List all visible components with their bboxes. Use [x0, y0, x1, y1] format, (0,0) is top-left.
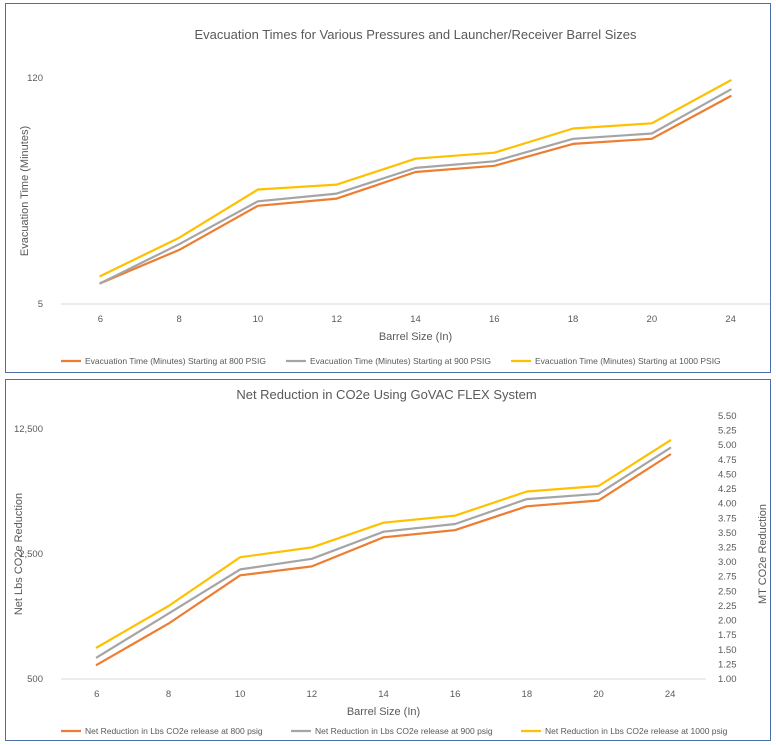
y2-tick-label: 4.00: [718, 499, 737, 510]
legend-entry-1: Net Reduction in Lbs CO2e release at 800…: [85, 726, 263, 736]
y2-tick-label: 2.75: [718, 572, 737, 583]
y2-tick-label: 4.50: [718, 469, 737, 480]
y2-tick-label: 4.75: [718, 455, 737, 466]
y2-tick-label: 2.25: [718, 601, 737, 612]
x-tick-label: 8: [166, 689, 171, 700]
legend-entry-3: Net Reduction in Lbs CO2e release at 100…: [545, 726, 728, 736]
x-tick-label: 24: [665, 689, 676, 700]
y2-tick-label: 3.25: [718, 543, 737, 554]
chart-title: Evacuation Times for Various Pressures a…: [195, 27, 637, 42]
x-tick-label: 20: [593, 689, 604, 700]
y2-tick-label: 3.50: [718, 528, 737, 539]
legend-entry-3: Evacuation Time (Minutes) Starting at 10…: [535, 356, 721, 366]
y-tick-label: 500: [27, 674, 43, 685]
series-line-2: [95, 446, 672, 659]
y-tick-label: 5: [38, 299, 43, 310]
series-line-2: [99, 88, 732, 285]
series-line-1: [99, 94, 732, 285]
x-tick-label: 14: [410, 314, 421, 325]
series-line-1: [95, 453, 672, 666]
y-tick-label: 2,500: [19, 549, 43, 560]
legend-entry-1: Evacuation Time (Minutes) Starting at 80…: [85, 356, 266, 366]
x-tick-label: 20: [647, 314, 658, 325]
x-tick-label: 10: [235, 689, 246, 700]
y2-axis-title: MT CO2e Reduction: [757, 504, 769, 604]
series-line-3: [99, 79, 732, 278]
x-tick-label: 12: [307, 689, 318, 700]
y2-tick-label: 5.50: [718, 411, 737, 422]
legend-entry-2: Net Reduction in Lbs CO2e release at 900…: [315, 726, 493, 736]
evacuation-time-chart: Evacuation Times for Various Pressures a…: [19, 27, 770, 366]
y2-tick-label: 5.00: [718, 440, 737, 451]
x-tick-label: 6: [94, 689, 99, 700]
y2-tick-label: 5.25: [718, 426, 737, 437]
y2-tick-label: 3.75: [718, 513, 737, 524]
co2e-reduction-chart-panel: Net Reduction in CO2e Using GoVAC FLEX S…: [5, 379, 771, 741]
x-tick-label: 16: [489, 314, 500, 325]
x-tick-label: 24: [725, 314, 736, 325]
y2-tick-label: 4.25: [718, 484, 737, 495]
x-tick-label: 10: [253, 314, 264, 325]
chart-title: Net Reduction in CO2e Using GoVAC FLEX S…: [236, 387, 536, 402]
x-tick-label: 14: [378, 689, 389, 700]
x-tick-label: 18: [522, 689, 533, 700]
y2-tick-label: 1.25: [718, 659, 737, 670]
y-tick-label: 120: [27, 73, 43, 84]
x-tick-label: 8: [177, 314, 182, 325]
y-axis-title: Net Lbs CO2e Reduction: [13, 493, 25, 615]
y2-tick-label: 3.00: [718, 557, 737, 568]
y-tick-label: 12,500: [14, 424, 43, 435]
y-axis-title: Evacuation Time (Minutes): [19, 126, 31, 256]
x-axis-title: Barrel Size (In): [379, 331, 452, 343]
legend-entry-2: Evacuation Time (Minutes) Starting at 90…: [310, 356, 491, 366]
y2-tick-label: 1.50: [718, 645, 737, 656]
x-tick-label: 18: [568, 314, 579, 325]
evacuation-time-chart-panel: Evacuation Times for Various Pressures a…: [5, 3, 771, 373]
series-line-3: [95, 439, 672, 649]
y2-tick-label: 1.75: [718, 630, 737, 641]
co2e-reduction-chart: Net Reduction in CO2e Using GoVAC FLEX S…: [13, 387, 769, 736]
x-tick-label: 12: [331, 314, 342, 325]
x-tick-label: 16: [450, 689, 461, 700]
y2-tick-label: 1.00: [718, 674, 737, 685]
y2-tick-label: 2.00: [718, 616, 737, 627]
x-tick-label: 6: [98, 314, 103, 325]
y2-tick-label: 2.50: [718, 586, 737, 597]
x-axis-title: Barrel Size (In): [347, 706, 420, 718]
